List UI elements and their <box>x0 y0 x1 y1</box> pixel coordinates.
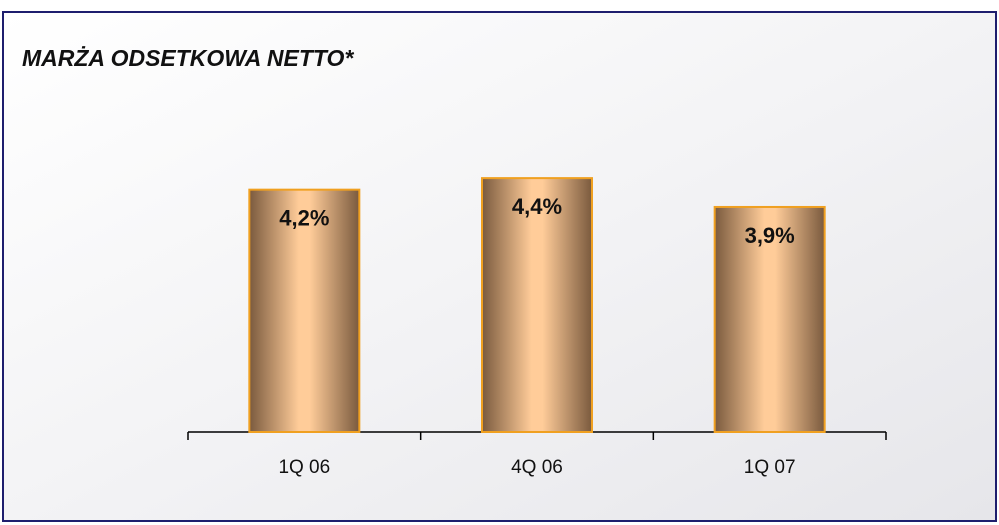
x-tick-label: 1Q 06 <box>278 457 330 478</box>
bar <box>248 188 361 433</box>
bar <box>481 177 593 433</box>
bar <box>713 205 826 433</box>
chart-title: MARŻA ODSETKOWA NETTO* <box>22 45 354 71</box>
x-tick-label: 1Q 07 <box>744 457 796 478</box>
data-label: 4,2% <box>279 205 329 230</box>
data-label: 4,4% <box>512 194 562 219</box>
x-tick-label: 4Q 06 <box>511 457 563 478</box>
data-label: 3,9% <box>745 223 795 248</box>
